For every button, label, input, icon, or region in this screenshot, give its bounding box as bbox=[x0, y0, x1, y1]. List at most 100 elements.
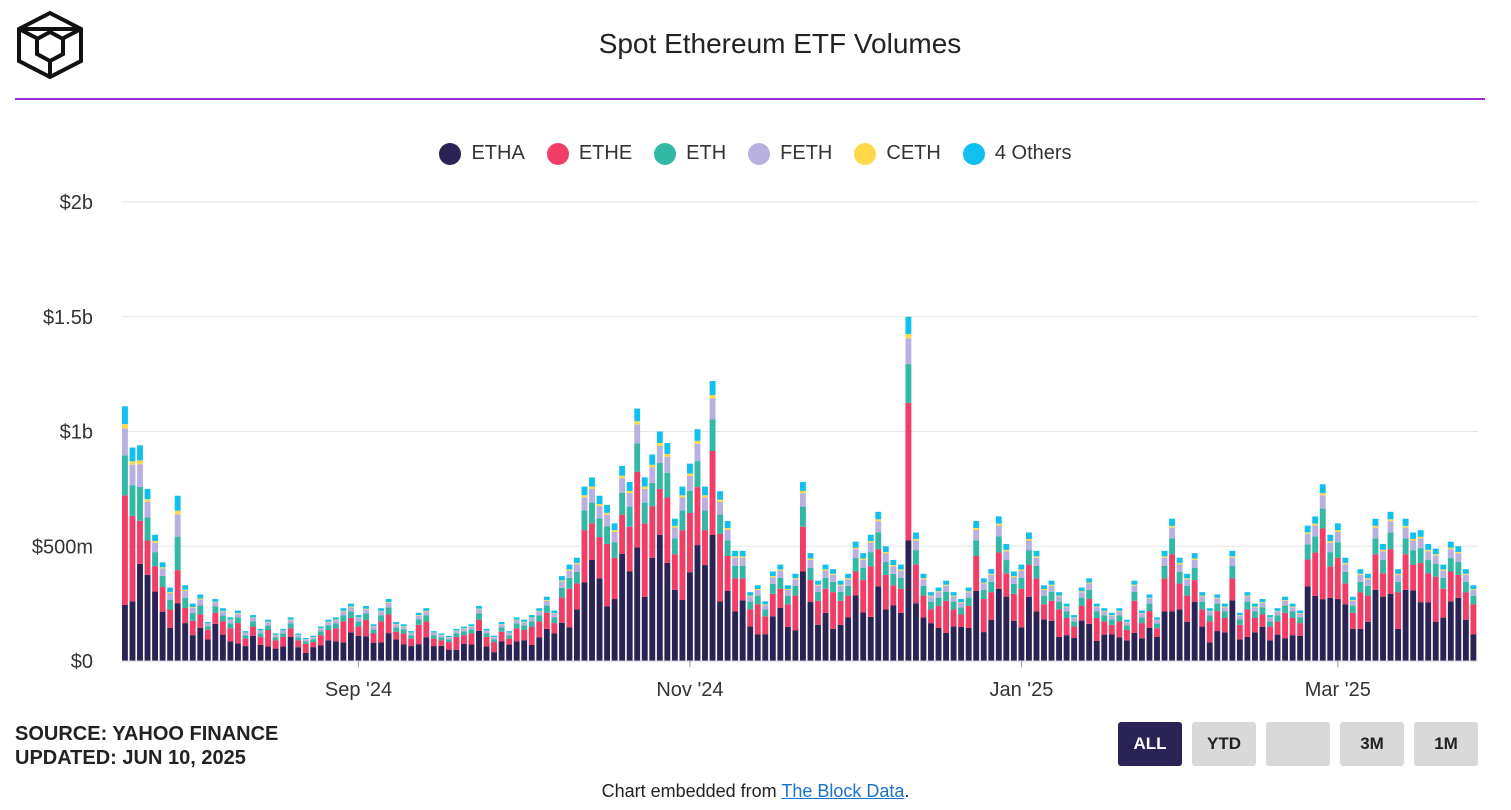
bar-segment-eth bbox=[257, 633, 264, 637]
bar-segment-4-others bbox=[1093, 603, 1100, 607]
bar-segment-etha bbox=[935, 627, 942, 661]
bar-segment-etha bbox=[800, 571, 806, 661]
bar-segment-feth bbox=[1026, 540, 1032, 551]
bar-segment-etha bbox=[882, 609, 889, 661]
legend-item-ethe[interactable]: ETHE bbox=[546, 142, 632, 165]
bar-segment-ceth bbox=[1462, 573, 1469, 575]
bar-segment-ceth bbox=[641, 486, 648, 489]
bar-segment-eth bbox=[988, 581, 995, 593]
bar-segment-ceth bbox=[897, 569, 904, 571]
legend-item-etha[interactable]: ETHA bbox=[439, 142, 525, 165]
bar-segment-ethe bbox=[641, 523, 648, 597]
bar-segment-eth bbox=[174, 536, 181, 571]
bar-segment-feth bbox=[1395, 574, 1402, 582]
bar-segment-feth bbox=[905, 338, 912, 365]
bar-segment-ethe bbox=[694, 487, 701, 546]
legend-item-feth[interactable]: FETH bbox=[748, 142, 832, 165]
bar-segment-ethe bbox=[777, 588, 784, 608]
bar-segment-feth bbox=[483, 630, 490, 634]
bar-segment-ethe bbox=[1297, 623, 1304, 636]
bar-segment-eth bbox=[325, 625, 332, 631]
bar-segment-eth bbox=[265, 625, 272, 631]
bar-segment-ethe bbox=[574, 583, 580, 610]
bar-segment-feth bbox=[558, 581, 565, 588]
range-button-1m[interactable]: 1M bbox=[1414, 722, 1478, 766]
bar-segment-feth bbox=[1101, 611, 1108, 616]
bar-segment-ethe bbox=[1274, 621, 1281, 635]
legend-item-ceth[interactable]: CETH bbox=[854, 142, 941, 165]
bar-segment-etha bbox=[671, 589, 678, 661]
bar-segment-4-others bbox=[317, 626, 324, 629]
bar-segment-eth bbox=[687, 490, 693, 513]
bar-segment-4-others bbox=[400, 624, 407, 627]
bar-segment-etha bbox=[438, 645, 445, 661]
range-button-blank[interactable] bbox=[1266, 722, 1330, 766]
bar-segment-eth bbox=[1033, 565, 1040, 579]
bar-segment-ethe bbox=[498, 631, 505, 642]
bar-segment-4-others bbox=[348, 603, 354, 607]
bar-segment-etha bbox=[174, 603, 181, 661]
bar-segment-ethe bbox=[830, 592, 837, 629]
bar-segment-ethe bbox=[219, 621, 226, 635]
bar-segment-etha bbox=[656, 534, 663, 661]
x-tick-label: Sep '24 bbox=[325, 679, 392, 701]
bar-segment-ceth bbox=[596, 504, 603, 507]
range-button-ytd[interactable]: YTD bbox=[1192, 722, 1256, 766]
bar-segment-ceth bbox=[913, 538, 919, 541]
bar-segment-ceth bbox=[1108, 615, 1115, 616]
bar-segment-4-others bbox=[378, 608, 385, 611]
bar-segment-4-others bbox=[1447, 541, 1454, 548]
bar-segment-ceth bbox=[1425, 549, 1432, 552]
bar-segment-eth bbox=[656, 463, 663, 489]
bar-segment-ceth bbox=[1365, 578, 1371, 580]
bar-segment-eth bbox=[1003, 560, 1010, 574]
bar-segment-ceth bbox=[656, 442, 663, 446]
bar-segment-4-others bbox=[408, 631, 415, 633]
bar-segment-etha bbox=[1093, 640, 1100, 661]
bar-segment-eth bbox=[1244, 601, 1251, 610]
bar-segment-ceth bbox=[1349, 599, 1356, 601]
bar-segment-feth bbox=[800, 493, 806, 507]
bar-segment-feth bbox=[747, 596, 754, 602]
bar-segment-ethe bbox=[980, 599, 987, 633]
bar-segment-eth bbox=[920, 585, 927, 596]
bar-segment-ethe bbox=[1342, 583, 1349, 605]
bar-segment-eth bbox=[1123, 625, 1130, 631]
bar-segment-ethe bbox=[687, 512, 693, 573]
legend-item-4-others[interactable]: 4 Others bbox=[962, 142, 1072, 165]
bar-segment-feth bbox=[649, 467, 656, 483]
legend-dot-icon bbox=[854, 142, 877, 165]
bar-segment-eth bbox=[1312, 536, 1319, 553]
bar-segment-ethe bbox=[551, 623, 558, 634]
bar-segment-ceth bbox=[1101, 610, 1108, 612]
bar-segment-eth bbox=[1206, 615, 1213, 622]
bar-segment-eth bbox=[890, 573, 897, 586]
bar-segment-4-others bbox=[1078, 587, 1085, 592]
bar-segment-etha bbox=[250, 635, 256, 661]
bar-segment-etha bbox=[1056, 636, 1063, 661]
bar-segment-etha bbox=[1417, 602, 1424, 661]
bar-segment-ceth bbox=[664, 453, 671, 457]
bar-segment-etha bbox=[769, 616, 776, 661]
the-block-data-link[interactable]: The Block Data bbox=[781, 781, 905, 801]
bar-segment-4-others bbox=[830, 569, 837, 574]
bar-segment-feth bbox=[1244, 596, 1251, 602]
range-button-all[interactable]: ALL bbox=[1118, 722, 1182, 766]
bar-segment-ceth bbox=[717, 499, 724, 502]
bar-segment-ceth bbox=[182, 589, 189, 591]
legend-item-eth[interactable]: ETH bbox=[654, 142, 726, 165]
bar-segment-feth bbox=[1274, 611, 1281, 616]
range-button-3m[interactable]: 3M bbox=[1340, 722, 1404, 766]
bar-segment-feth bbox=[1184, 579, 1191, 586]
bar-segment-4-others bbox=[1048, 580, 1055, 585]
bar-segment-etha bbox=[295, 647, 302, 661]
bar-segment-ethe bbox=[890, 585, 897, 606]
bar-segment-eth bbox=[717, 514, 724, 534]
bar-segment-ceth bbox=[837, 584, 844, 586]
bar-segment-4-others bbox=[1026, 532, 1032, 539]
bar-segment-etha bbox=[257, 644, 264, 661]
bar-segment-eth bbox=[310, 639, 317, 643]
bar-segment-eth bbox=[204, 626, 211, 630]
bar-segment-etha bbox=[325, 640, 332, 661]
bar-segment-eth bbox=[378, 615, 385, 622]
